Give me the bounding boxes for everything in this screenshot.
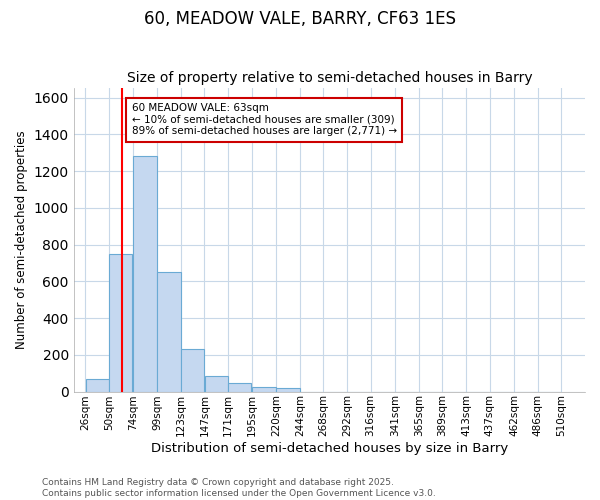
Text: Contains HM Land Registry data © Crown copyright and database right 2025.
Contai: Contains HM Land Registry data © Crown c… bbox=[42, 478, 436, 498]
Title: Size of property relative to semi-detached houses in Barry: Size of property relative to semi-detach… bbox=[127, 70, 532, 85]
Bar bbox=[277, 388, 299, 392]
X-axis label: Distribution of semi-detached houses by size in Barry: Distribution of semi-detached houses by … bbox=[151, 442, 508, 455]
Bar bbox=[109, 254, 133, 392]
Text: 60 MEADOW VALE: 63sqm
← 10% of semi-detached houses are smaller (309)
89% of sem: 60 MEADOW VALE: 63sqm ← 10% of semi-deta… bbox=[131, 103, 397, 136]
Bar bbox=[157, 272, 181, 392]
Bar bbox=[86, 378, 109, 392]
Bar bbox=[205, 376, 228, 392]
Bar bbox=[228, 384, 251, 392]
Bar bbox=[133, 156, 157, 392]
Bar bbox=[181, 350, 204, 392]
Text: 60, MEADOW VALE, BARRY, CF63 1ES: 60, MEADOW VALE, BARRY, CF63 1ES bbox=[144, 10, 456, 28]
Bar bbox=[252, 387, 276, 392]
Y-axis label: Number of semi-detached properties: Number of semi-detached properties bbox=[15, 130, 28, 350]
